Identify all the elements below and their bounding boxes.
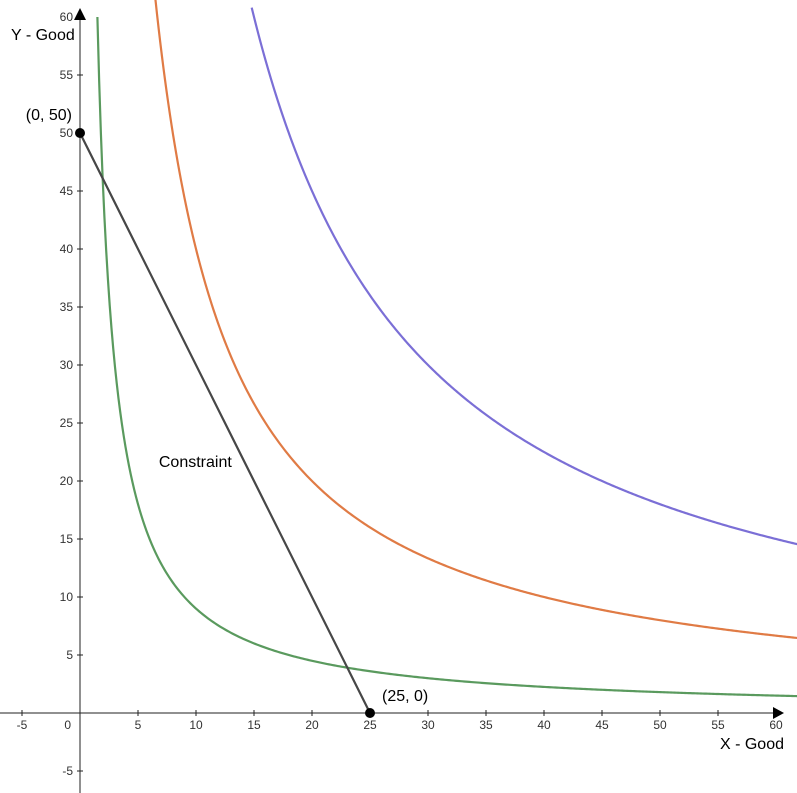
x-tick-label: 25 [363,718,377,732]
x-tick-label: 40 [537,718,551,732]
y-tick-label: 35 [60,300,74,314]
x-tick-label: 15 [247,718,261,732]
point-marker [75,128,85,138]
x-axis-title: X - Good [720,736,784,753]
y-axis-title: Y - Good [11,27,75,44]
indifference-curve-3 [250,7,797,546]
indifference-curve-2 [154,0,797,640]
y-tick-label: 30 [60,358,74,372]
point-label: (25, 0) [382,688,428,705]
x-tick-label: 50 [653,718,667,732]
x-tick-labels: -5 5 10 15 20 25 30 35 40 45 50 55 60 [17,710,783,732]
y-tick-label: 45 [60,184,74,198]
point-marker [365,708,375,718]
y-tick-label: 60 [60,10,74,24]
y-tick-label: 40 [60,242,74,256]
constraint-label: Constraint [159,454,232,471]
x-tick-label: 45 [595,718,609,732]
y-tick-label: 10 [60,590,74,604]
x-tick-label: 5 [135,718,142,732]
y-tick-label: 25 [60,416,74,430]
indifference-curve-1 [96,16,797,698]
x-tick-label: 10 [189,718,203,732]
y-tick-label: 5 [66,648,73,662]
x-tick-label: 20 [305,718,319,732]
y-tick-label: 20 [60,474,74,488]
y-tick-labels: -5 5 10 15 20 25 30 35 40 45 50 55 60 [60,10,83,778]
x-tick-label: 35 [479,718,493,732]
x-tick-label: 55 [711,718,725,732]
y-tick-label: 50 [60,126,74,140]
y-tick-label: -5 [62,764,73,778]
series-layer [79,0,797,714]
x-tick-label: 30 [421,718,435,732]
y-tick-label: 55 [60,68,74,82]
origin-label: 0 [64,718,71,732]
point-label: (0, 50) [26,107,72,124]
y-axis-arrow [74,8,86,20]
constraint-line [79,132,371,714]
points-layer: (0, 50) (25, 0) [26,107,428,718]
x-tick-label: -5 [17,718,28,732]
x-axis-arrow [773,707,784,719]
y-tick-label: 15 [60,532,74,546]
x-tick-label: 60 [769,718,783,732]
